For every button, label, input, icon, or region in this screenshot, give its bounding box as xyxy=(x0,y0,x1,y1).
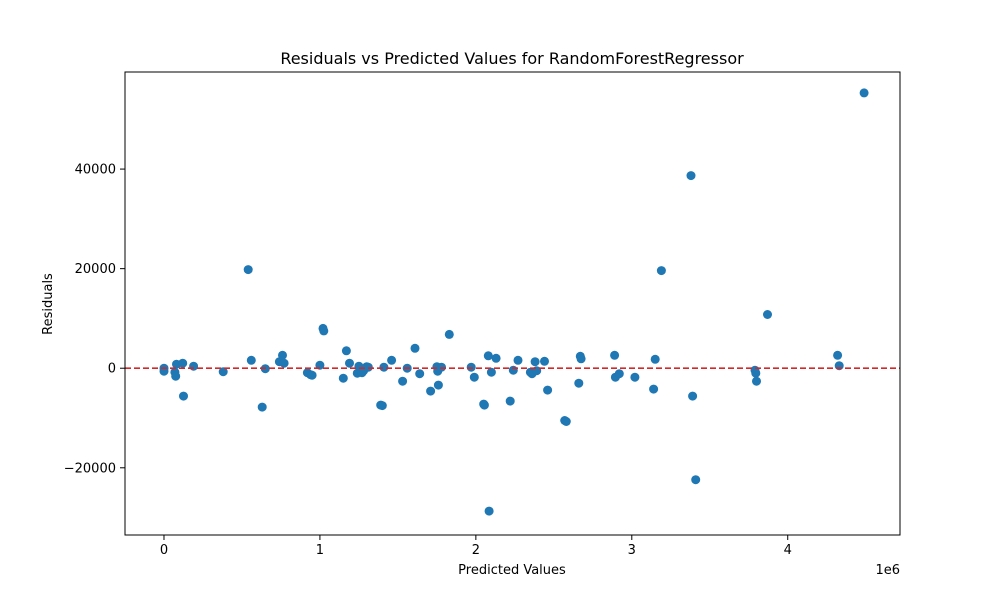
data-point xyxy=(338,373,348,383)
data-point xyxy=(513,355,523,365)
data-point xyxy=(486,367,496,377)
data-point xyxy=(278,350,287,360)
data-point xyxy=(178,358,188,368)
data-point xyxy=(751,368,761,378)
y-tick-label: 0 xyxy=(108,362,116,377)
x-tick-label: 3 xyxy=(628,543,636,558)
data-point xyxy=(656,266,666,276)
data-point xyxy=(859,88,869,98)
data-point xyxy=(257,402,267,412)
data-point xyxy=(415,369,425,379)
data-point xyxy=(379,362,389,372)
data-point xyxy=(246,355,256,365)
data-point xyxy=(561,417,571,426)
x-axis-offset-label: 1e6 xyxy=(875,563,900,578)
x-axis-ticks: 0 1 2 3 4 xyxy=(160,535,792,558)
data-point xyxy=(650,354,660,364)
data-point xyxy=(540,356,549,366)
plot-frame xyxy=(124,71,901,536)
y-tick-label: 20000 xyxy=(75,262,116,277)
data-point xyxy=(437,362,446,372)
data-point xyxy=(691,475,701,485)
data-point xyxy=(574,378,584,388)
data-point xyxy=(377,401,387,411)
x-tick-label: 1 xyxy=(316,543,324,558)
data-point xyxy=(530,357,540,367)
x-axis-label: Predicted Values xyxy=(458,563,566,578)
x-tick-label: 2 xyxy=(472,543,480,558)
data-point xyxy=(479,400,489,410)
chart-title: Residuals vs Predicted Values for Random… xyxy=(280,49,744,68)
x-tick-label: 0 xyxy=(160,543,168,558)
data-point xyxy=(686,171,696,181)
data-point xyxy=(444,329,454,339)
data-point xyxy=(433,380,443,390)
data-point xyxy=(218,367,228,377)
data-point xyxy=(426,386,436,396)
data-point xyxy=(307,370,317,380)
data-point xyxy=(614,369,624,379)
y-tick-label: 40000 xyxy=(75,163,116,178)
data-point xyxy=(189,361,199,371)
x-tick-label: 4 xyxy=(784,543,792,558)
y-tick-label: −20000 xyxy=(64,461,116,476)
data-point xyxy=(243,265,253,275)
data-point xyxy=(491,353,501,363)
data-point xyxy=(171,371,181,381)
data-point xyxy=(319,326,329,336)
data-point xyxy=(688,391,698,401)
data-point xyxy=(179,391,188,401)
data-point xyxy=(410,343,420,353)
data-point xyxy=(466,362,476,372)
data-point xyxy=(279,358,289,368)
data-point xyxy=(483,351,493,361)
data-point xyxy=(543,385,553,395)
data-point xyxy=(363,362,373,372)
y-axis-ticks: −20000 0 20000 40000 xyxy=(64,163,125,476)
data-point xyxy=(341,346,351,356)
data-point xyxy=(833,350,843,360)
data-point xyxy=(505,396,515,406)
data-point xyxy=(469,372,479,382)
data-point xyxy=(345,358,354,368)
points-layer xyxy=(159,88,869,516)
data-point xyxy=(630,372,640,382)
data-point xyxy=(508,365,518,375)
data-point xyxy=(752,376,761,386)
data-point xyxy=(484,506,494,516)
data-point xyxy=(576,354,586,364)
data-point xyxy=(649,384,659,394)
data-point xyxy=(387,355,397,365)
y-axis-label: Residuals xyxy=(41,273,56,335)
data-point xyxy=(763,310,772,319)
data-point xyxy=(398,376,408,386)
data-point xyxy=(610,350,620,360)
